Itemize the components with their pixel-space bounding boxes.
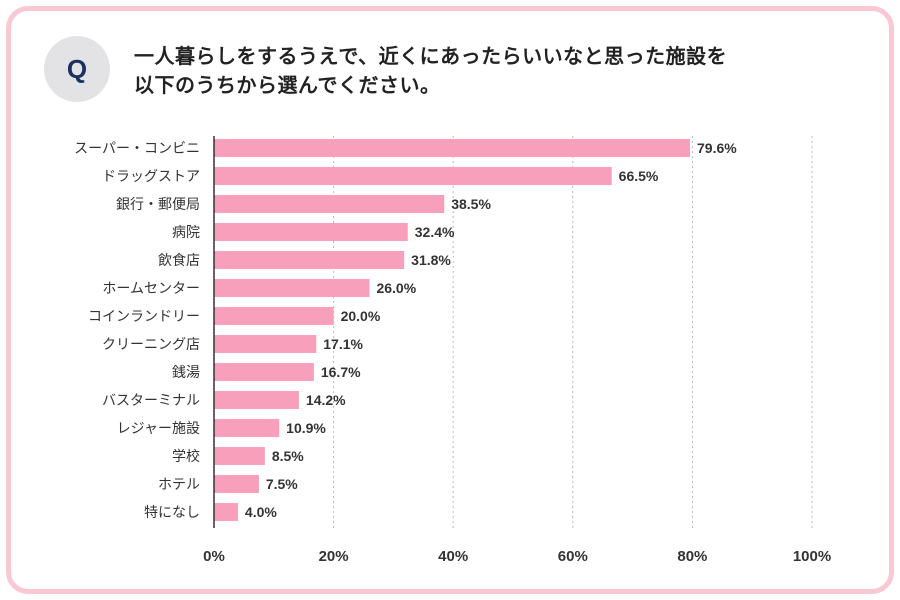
bar-value-label: 66.5% (619, 168, 659, 184)
bar (214, 223, 408, 241)
bar-value-label: 20.0% (341, 308, 381, 324)
bar (214, 167, 612, 185)
bar-value-label: 10.9% (286, 420, 326, 436)
x-tick-label: 40% (438, 548, 468, 565)
bar-value-label: 26.0% (376, 280, 416, 296)
bar (214, 391, 299, 409)
question-text: 一人暮らしをするうえで、近くにあったらいいなと思った施設を 以下のうちから選んで… (134, 42, 834, 100)
category-label: レジャー施設 (117, 421, 200, 437)
bar-value-label: 32.4% (415, 224, 455, 240)
bar (214, 335, 317, 353)
bar-value-label: 17.1% (323, 336, 363, 352)
x-tick-label: 100% (793, 548, 831, 565)
bar (214, 251, 405, 269)
bar (214, 139, 691, 157)
category-label: 飲食店 (158, 252, 200, 269)
bar (214, 363, 314, 381)
bar-value-label: 31.8% (411, 252, 451, 268)
x-tick-label: 80% (677, 548, 707, 565)
bar (214, 279, 370, 297)
category-label: コインランドリー (88, 309, 200, 325)
bar (214, 419, 280, 437)
question-badge: Q (44, 36, 110, 102)
bar (214, 307, 334, 325)
category-label: ドラッグストア (102, 169, 200, 185)
category-label: クリーニング店 (102, 337, 200, 353)
survey-card (6, 6, 894, 594)
category-label: ホームセンター (102, 281, 200, 297)
bar (214, 195, 445, 213)
category-label: 銭湯 (172, 364, 200, 381)
bar-value-label: 16.7% (321, 364, 361, 380)
question-line-2: 以下のうちから選んでください。 (134, 73, 441, 97)
bar-value-label: 8.5% (272, 448, 304, 464)
category-label: 特になし (144, 505, 200, 521)
category-label: 銀行・郵便局 (116, 197, 200, 213)
bar-value-label: 79.6% (697, 140, 737, 156)
category-label: 学校 (172, 448, 200, 465)
bar-value-label: 38.5% (451, 196, 491, 212)
bar-value-label: 14.2% (306, 392, 346, 408)
bar-value-label: 4.0% (245, 504, 277, 520)
x-tick-label: 0% (203, 548, 225, 565)
bar (214, 447, 265, 465)
category-label: スーパー・コンビニ (74, 141, 200, 157)
bar (214, 503, 238, 521)
category-label: バスターミナル (102, 393, 200, 409)
bar-value-label: 7.5% (266, 476, 298, 492)
category-label: ホテル (158, 477, 200, 493)
category-label: 病院 (172, 225, 200, 241)
question-line-1: 一人暮らしをするうえで、近くにあったらいいなと思った施設を (134, 44, 728, 68)
x-tick-label: 20% (319, 548, 349, 565)
bar (214, 475, 259, 493)
x-tick-label: 60% (558, 548, 588, 565)
